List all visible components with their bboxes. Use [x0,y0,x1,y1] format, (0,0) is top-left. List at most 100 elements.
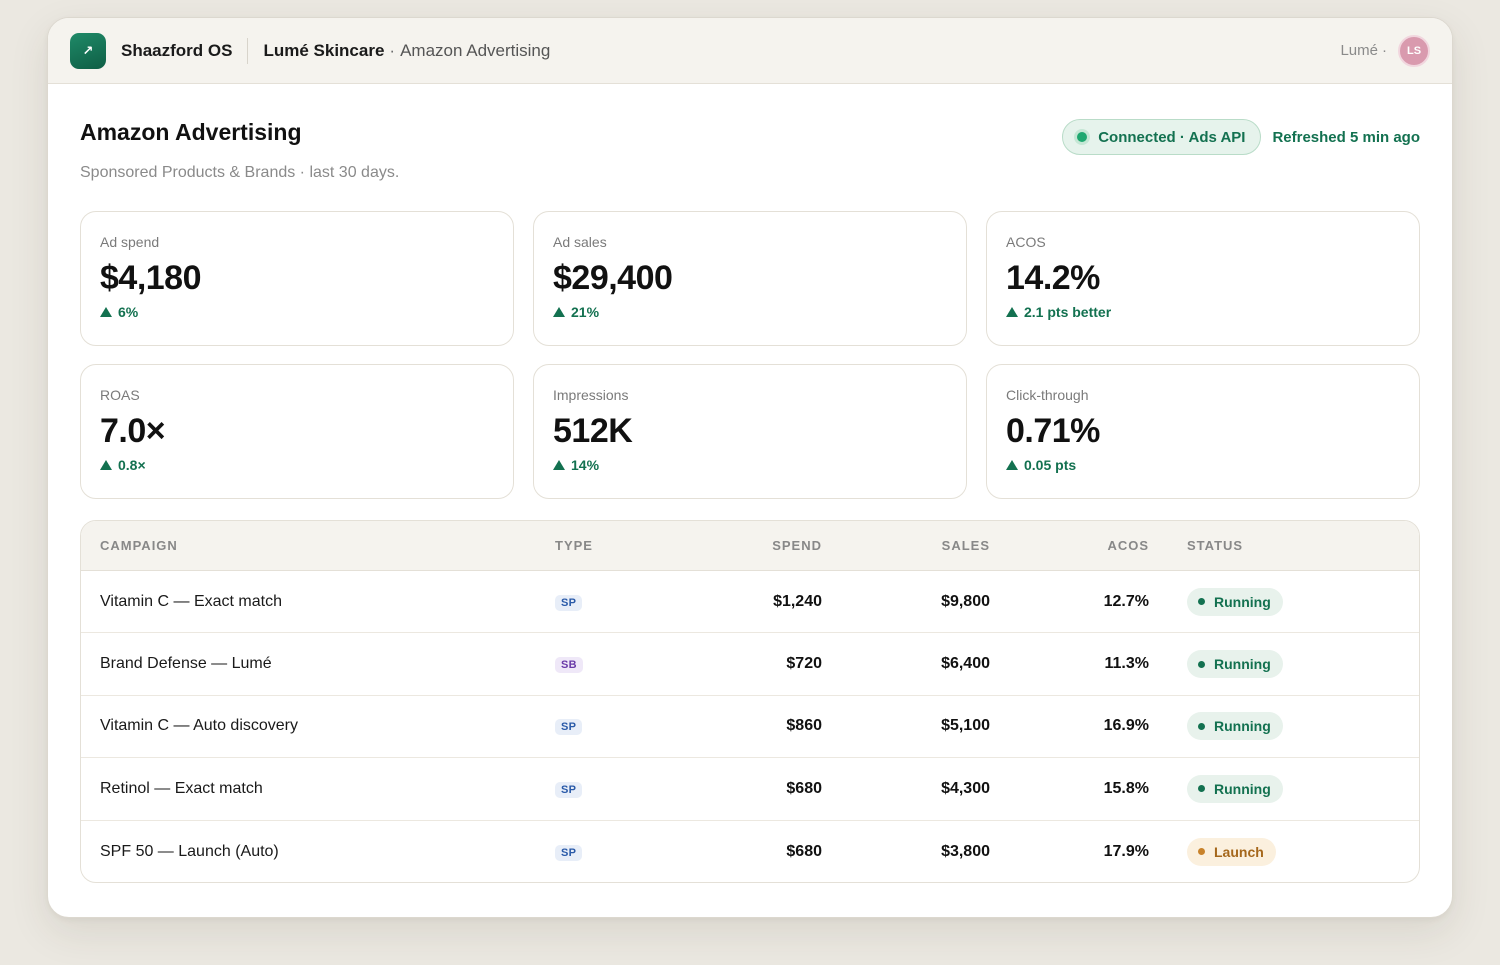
column-header-type[interactable]: TYPE [555,538,593,553]
status-dot-icon [1198,785,1205,793]
breadcrumb-client[interactable]: Lumé Skincare [263,40,385,60]
trend-up-icon [100,460,112,470]
metric-delta-text: 0.05 pts [1024,457,1077,473]
type-badge: SB [555,657,583,674]
metric-delta-text: 2.1 pts better [1024,304,1112,320]
org-label: Lumé [1340,42,1378,59]
acos-cell: 17.9% [1103,842,1149,860]
connection-status-badge[interactable]: Connected · Ads API [1062,119,1262,155]
metric-delta-text: 14% [571,457,600,473]
sales-cell: $5,100 [941,717,990,735]
acos-cell: 15.8% [1103,779,1149,797]
column-header-acos[interactable]: ACOS [1107,538,1149,553]
status-badge[interactable]: Running [1187,774,1283,803]
metric-value: 14.2% [1006,259,1100,297]
metric-delta-text: 6% [118,304,139,320]
metric-card-ad-sales: Ad sales $29,400 21% [533,211,967,346]
page-subtitle: Sponsored Products & Brands · last 30 da… [80,164,400,181]
metric-delta-text: 21% [571,304,600,320]
sales-cell: $4,300 [941,779,990,797]
trend-up-icon [1006,460,1018,470]
metric-value: 0.71% [1006,412,1100,450]
table-header: CAMPAIGN TYPE SPEND SALES ACOS STATUS [81,521,1419,571]
spend-cell: $680 [786,779,822,797]
campaign-name[interactable]: Vitamin C — Auto discovery [100,717,299,735]
breadcrumb-page: Amazon Advertising [400,40,551,60]
type-badge: SP [555,844,583,861]
status-text: Running [1214,593,1271,610]
metric-card-click-through: Click-through 0.71% 0.05 pts [986,364,1420,499]
metric-delta-text: 0.8× [118,457,146,473]
metric-delta: 0.05 pts [1006,457,1400,473]
status-text: Running [1214,718,1271,735]
metric-delta: 6% [100,304,494,320]
table-row[interactable]: Retinol — Exact match SP $680 $4,300 15.… [81,758,1419,821]
column-header-status[interactable]: STATUS [1187,538,1244,553]
metric-delta: 2.1 pts better [1006,304,1400,320]
column-header-sales[interactable]: SALES [941,538,990,553]
status-badge[interactable]: Running [1187,587,1283,616]
trend-up-icon [553,460,565,470]
metric-label: Impressions [553,387,629,403]
status-text: Running [1214,780,1271,797]
spend-cell: $1,240 [773,592,822,610]
metric-cards: Ad spend $4,180 6% Ad sales $29,400 21% … [80,211,1420,499]
app-logo-icon[interactable]: ↗ [70,32,106,69]
metric-label: Click-through [1006,387,1089,403]
metric-card-acos: ACOS 14.2% 2.1 pts better [986,211,1420,346]
spend-cell: $720 [786,655,822,673]
user-area: Lumé · LS [1340,34,1430,67]
org-separator: · [1382,42,1387,59]
sales-cell: $3,800 [941,842,990,860]
metric-delta: 14% [553,457,947,473]
campaign-name[interactable]: Vitamin C — Exact match [100,592,282,610]
metric-card-ad-spend: Ad spend $4,180 6% [80,211,514,346]
campaign-name[interactable]: Brand Defense — Lumé [100,655,272,673]
refreshed-timestamp: Refreshed 5 min ago [1272,128,1420,146]
trend-up-icon [100,307,112,317]
column-header-campaign[interactable]: CAMPAIGN [100,538,178,553]
type-badge: SP [555,594,583,611]
metric-label: Ad sales [553,234,607,250]
campaign-name[interactable]: SPF 50 — Launch (Auto) [100,842,279,860]
type-badge: SP [555,781,583,798]
status-badge[interactable]: Running [1187,712,1283,741]
acos-cell: 11.3% [1104,655,1149,673]
breadcrumb: Lumé Skincare · Amazon Advertising [263,41,550,61]
metric-label: ACOS [1006,234,1046,250]
divider [247,37,249,64]
acos-cell: 16.9% [1103,717,1149,735]
metric-label: Ad spend [100,234,160,250]
metric-card-impressions: Impressions 512K 14% [533,364,967,499]
metric-value: $4,180 [100,259,202,297]
status-dot-icon [1198,598,1205,606]
campaign-name[interactable]: Retinol — Exact match [100,779,263,797]
table-row[interactable]: Brand Defense — Lumé SB $720 $6,400 11.3… [81,633,1419,696]
acos-cell: 12.7% [1103,592,1149,610]
status-text: Launch [1214,843,1264,860]
column-header-spend[interactable]: SPEND [772,538,822,553]
table-row[interactable]: SPF 50 — Launch (Auto) SP $680 $3,800 17… [81,821,1419,882]
status-dot-icon [1198,722,1205,730]
app-name[interactable]: Shaazford OS [121,40,233,60]
status-dot-icon [1077,132,1088,142]
spend-cell: $860 [786,717,822,735]
status-badge[interactable]: Launch [1187,837,1276,866]
status-text: Running [1214,656,1271,673]
status-badge[interactable]: Running [1187,650,1283,679]
trend-up-icon [553,307,565,317]
metric-value: $29,400 [553,259,673,297]
connection-status-area: Connected · Ads API Refreshed 5 min ago [1062,119,1420,155]
metric-value: 7.0× [100,412,166,450]
type-badge: SP [555,719,583,736]
sales-cell: $9,800 [941,592,990,610]
metric-value: 512K [553,412,633,450]
app-window: ↗ Shaazford OS Lumé Skincare · Amazon Ad… [47,17,1453,918]
table-row[interactable]: Vitamin C — Auto discovery SP $860 $5,10… [81,696,1419,759]
campaigns-table: CAMPAIGN TYPE SPEND SALES ACOS STATUS Vi… [80,520,1420,883]
sales-cell: $6,400 [941,655,990,673]
avatar[interactable]: LS [1398,34,1430,67]
connection-status-text: Connected · Ads API [1098,128,1246,146]
table-row[interactable]: Vitamin C — Exact match SP $1,240 $9,800… [81,571,1419,634]
metric-label: ROAS [100,387,140,403]
